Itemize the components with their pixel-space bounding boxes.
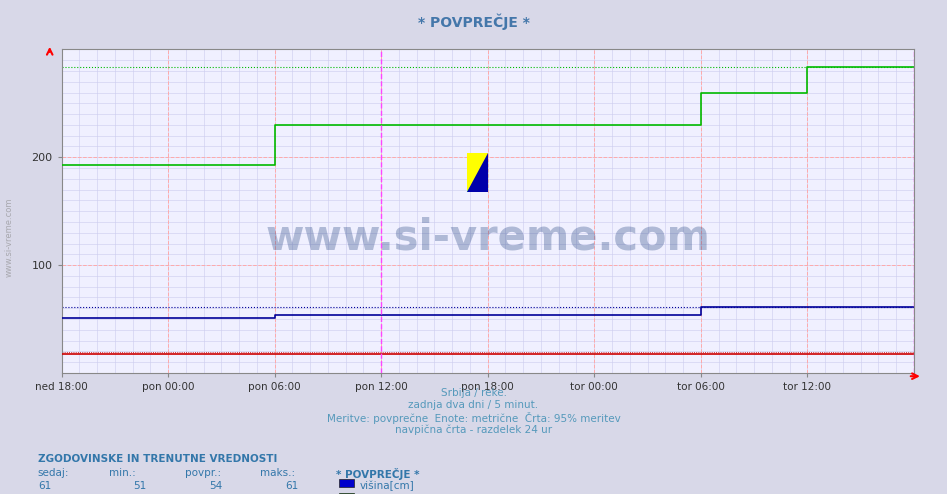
- Text: * POVPREČJE *: * POVPREČJE *: [418, 14, 529, 31]
- Text: 54: 54: [209, 481, 223, 491]
- Text: povpr.:: povpr.:: [185, 468, 221, 478]
- Text: ZGODOVINSKE IN TRENUTNE VREDNOSTI: ZGODOVINSKE IN TRENUTNE VREDNOSTI: [38, 454, 277, 464]
- Text: 61: 61: [285, 481, 298, 491]
- Polygon shape: [467, 161, 488, 192]
- Text: sedaj:: sedaj:: [38, 468, 69, 478]
- Text: višina[cm]: višina[cm]: [360, 481, 415, 492]
- Text: 51: 51: [134, 481, 147, 491]
- Text: navpična črta - razdelek 24 ur: navpična črta - razdelek 24 ur: [395, 425, 552, 435]
- Text: zadnja dva dni / 5 minut.: zadnja dva dni / 5 minut.: [408, 400, 539, 410]
- Text: min.:: min.:: [109, 468, 135, 478]
- Text: * POVPREČJE *: * POVPREČJE *: [336, 468, 420, 480]
- Text: 61: 61: [38, 481, 51, 491]
- Text: Srbija / reke.: Srbija / reke.: [440, 388, 507, 398]
- Polygon shape: [467, 153, 488, 192]
- Text: maks.:: maks.:: [260, 468, 295, 478]
- Text: www.si-vreme.com: www.si-vreme.com: [265, 216, 710, 258]
- FancyBboxPatch shape: [467, 153, 488, 192]
- Text: Meritve: povprečne  Enote: metrične  Črta: 95% meritev: Meritve: povprečne Enote: metrične Črta:…: [327, 412, 620, 424]
- Text: www.si-vreme.com: www.si-vreme.com: [5, 198, 14, 277]
